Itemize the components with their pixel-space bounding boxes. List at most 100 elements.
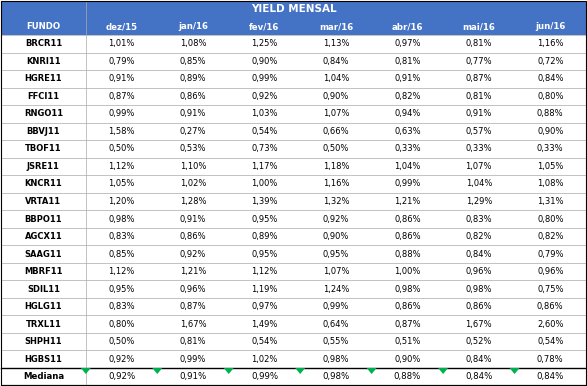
Text: 1,19%: 1,19%: [251, 284, 278, 294]
Text: 0,85%: 0,85%: [180, 57, 206, 66]
Bar: [86, 263, 157, 280]
Text: 1,05%: 1,05%: [537, 162, 564, 171]
Text: 0,99%: 0,99%: [109, 109, 135, 119]
Text: 0,92%: 0,92%: [251, 92, 278, 101]
Bar: [229, 333, 300, 350]
Bar: [515, 123, 586, 140]
Bar: [229, 350, 300, 368]
Text: 1,29%: 1,29%: [465, 197, 492, 206]
Bar: [1, 123, 86, 140]
Bar: [86, 52, 157, 70]
Text: 0,92%: 0,92%: [323, 215, 349, 223]
Bar: [515, 35, 586, 52]
Bar: [443, 18, 515, 35]
Bar: [229, 280, 300, 298]
Bar: [300, 298, 372, 315]
Text: 0,83%: 0,83%: [108, 302, 135, 311]
Bar: [300, 140, 372, 158]
Bar: [372, 193, 443, 210]
Bar: [229, 140, 300, 158]
Bar: [1, 88, 86, 105]
Text: 0,96%: 0,96%: [537, 267, 564, 276]
Text: 0,87%: 0,87%: [465, 74, 492, 83]
Bar: [300, 123, 372, 140]
Bar: [372, 18, 443, 35]
Bar: [515, 70, 586, 88]
Bar: [443, 368, 515, 385]
Text: 1,18%: 1,18%: [323, 162, 349, 171]
Text: 0,86%: 0,86%: [180, 92, 206, 101]
Text: fev/16: fev/16: [249, 22, 279, 31]
Bar: [229, 35, 300, 52]
Bar: [86, 245, 157, 263]
Text: 0,95%: 0,95%: [109, 284, 135, 294]
Text: 0,81%: 0,81%: [394, 57, 421, 66]
Bar: [300, 52, 372, 70]
Text: 0,54%: 0,54%: [537, 337, 564, 346]
Text: YIELD MENSAL: YIELD MENSAL: [251, 5, 336, 15]
Bar: [515, 298, 586, 315]
Bar: [1, 245, 86, 263]
Bar: [443, 228, 515, 245]
Text: 0,33%: 0,33%: [537, 144, 564, 153]
Text: 0,88%: 0,88%: [394, 372, 421, 381]
Text: 0,80%: 0,80%: [109, 320, 135, 329]
Bar: [443, 105, 515, 123]
Text: 1,02%: 1,02%: [251, 355, 278, 364]
Bar: [300, 280, 372, 298]
Text: 1,16%: 1,16%: [537, 39, 564, 48]
Text: 0,81%: 0,81%: [465, 92, 492, 101]
Text: 0,50%: 0,50%: [109, 337, 135, 346]
Bar: [372, 298, 443, 315]
Text: 0,88%: 0,88%: [537, 109, 564, 119]
Bar: [372, 175, 443, 193]
Bar: [372, 263, 443, 280]
Bar: [372, 70, 443, 88]
Text: 0,86%: 0,86%: [394, 215, 421, 223]
Text: 0,84%: 0,84%: [537, 372, 564, 381]
Text: 1,21%: 1,21%: [180, 267, 206, 276]
Bar: [229, 158, 300, 175]
Bar: [229, 175, 300, 193]
Text: 0,57%: 0,57%: [465, 127, 492, 136]
Bar: [515, 350, 586, 368]
Bar: [1, 35, 86, 52]
Bar: [300, 35, 372, 52]
Text: 1,10%: 1,10%: [180, 162, 206, 171]
Text: 0,96%: 0,96%: [465, 267, 492, 276]
Bar: [157, 298, 229, 315]
Text: BBPO11: BBPO11: [25, 215, 62, 223]
Text: AGCX11: AGCX11: [25, 232, 62, 241]
Text: RNGO11: RNGO11: [24, 109, 63, 119]
Bar: [443, 193, 515, 210]
Bar: [86, 123, 157, 140]
Text: 0,95%: 0,95%: [251, 250, 278, 259]
Bar: [300, 70, 372, 88]
Text: 1,39%: 1,39%: [251, 197, 278, 206]
Text: 0,81%: 0,81%: [180, 337, 206, 346]
Bar: [300, 210, 372, 228]
Bar: [86, 368, 157, 385]
Bar: [515, 158, 586, 175]
Bar: [86, 70, 157, 88]
Text: 0,99%: 0,99%: [251, 74, 278, 83]
Bar: [1, 1, 586, 18]
Text: 0,97%: 0,97%: [251, 302, 278, 311]
Text: MBRF11: MBRF11: [24, 267, 63, 276]
Text: 0,92%: 0,92%: [180, 250, 206, 259]
Text: 0,91%: 0,91%: [180, 372, 207, 381]
Text: 0,73%: 0,73%: [251, 144, 278, 153]
Text: JSRE11: JSRE11: [27, 162, 60, 171]
Text: 1,12%: 1,12%: [109, 267, 135, 276]
Bar: [443, 70, 515, 88]
Text: 1,21%: 1,21%: [394, 197, 420, 206]
Bar: [515, 105, 586, 123]
Text: 0,51%: 0,51%: [394, 337, 420, 346]
Bar: [86, 315, 157, 333]
Text: BBVJ11: BBVJ11: [26, 127, 60, 136]
Text: 1,49%: 1,49%: [251, 320, 278, 329]
Text: 0,72%: 0,72%: [537, 57, 564, 66]
Text: 1,07%: 1,07%: [323, 267, 349, 276]
Bar: [157, 105, 229, 123]
Bar: [372, 105, 443, 123]
